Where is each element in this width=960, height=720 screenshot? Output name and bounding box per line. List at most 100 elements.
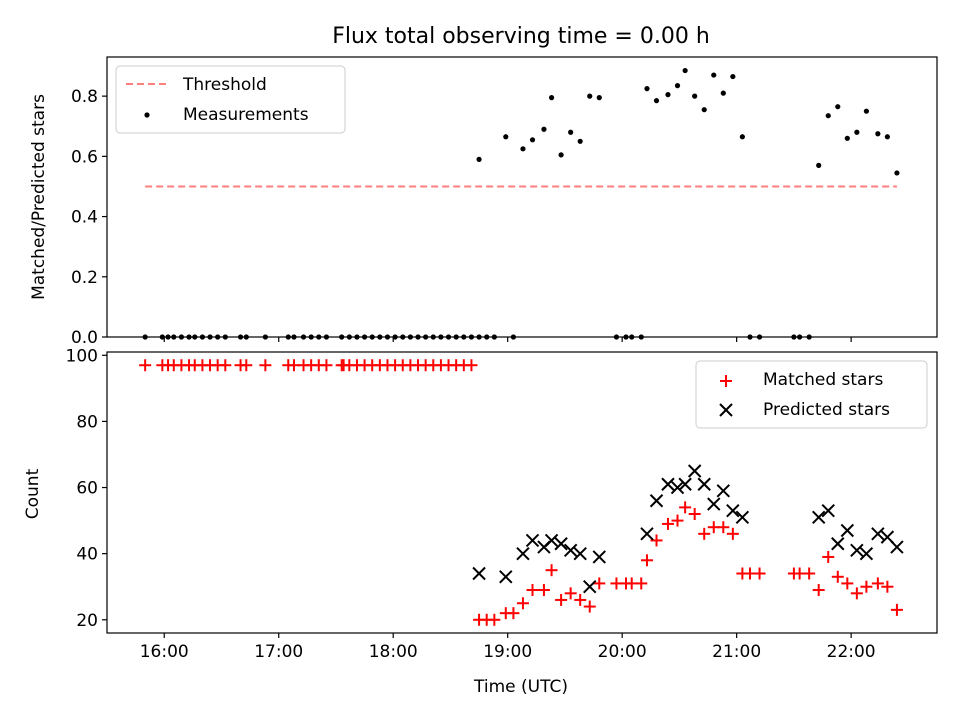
predicted-star-marker [707,497,721,511]
legend-measurements-swatch [144,112,150,118]
matched-star-marker [890,603,903,616]
predicted-star-marker [670,480,685,495]
bottom-y-tick-label: 60 [76,479,98,499]
top-y-tick-label: 0.4 [71,208,98,228]
predicted-star-marker [516,546,530,561]
measurement-point [541,126,547,132]
predicted-star-marker [726,503,740,518]
matched-star-marker [574,593,587,606]
matched-star-marker [679,501,692,514]
matched-star-marker [698,527,711,540]
predicted-star-marker [472,566,486,581]
matched-star-marker [717,521,730,534]
matched-star-marker [537,584,550,597]
predicted-star-marker [544,533,559,548]
x-tick-label: 16:00 [140,642,189,662]
measurement-point [548,95,555,101]
predicted-star-marker [716,484,731,498]
predicted-star-marker [687,464,702,478]
measurement-point [476,156,482,162]
measurement-point [529,137,536,143]
bottom-y-axis-label: Count [23,468,43,519]
top-y-tick-label: 0.6 [71,147,98,167]
measurement-point [674,83,681,89]
predicted-star-marker [554,537,568,551]
legend-threshold-label: Threshold [182,75,267,95]
x-tick-label: 17:00 [254,642,303,662]
measurement-point [644,86,650,92]
matched-star-marker [320,359,333,372]
predicted-star-marker [840,523,855,538]
matched-star-marker [812,584,825,597]
matched-star-marker [841,577,854,590]
matched-star-marker [259,359,272,372]
measurement-point [692,93,698,99]
matched-star-marker [803,567,816,580]
matched-star-marker [871,577,884,590]
matched-star-marker [219,359,232,372]
x-tick-label: 20:00 [598,642,647,662]
matched-star-marker [583,600,596,613]
measurement-point [665,92,671,98]
bottom-y-tick-label: 20 [76,611,98,631]
predicted-star-marker [859,546,874,561]
predicted-star-marker [890,540,904,554]
predicted-star-marker [871,527,885,541]
measurement-point [701,107,707,113]
measurement-point [568,129,574,135]
bottom-legend: Matched stars Predicted stars [695,360,928,429]
measurement-point [520,146,526,152]
predicted-star-marker [735,510,750,525]
measurement-point [577,138,583,144]
predicted-star-marker [821,503,835,518]
measurement-point [884,134,890,140]
matched-star-marker [564,587,577,600]
matched-star-marker [635,577,648,590]
top-y-tick-label: 0.2 [71,268,98,288]
matched-star-marker [650,534,663,547]
measurement-point [720,90,726,96]
measurement-point [587,93,593,99]
measurement-point [894,170,900,176]
matched-star-marker [240,359,253,372]
bottom-y-tick-label: 80 [76,412,98,432]
predicted-star-marker [640,527,654,541]
measurement-point [682,67,688,74]
measurement-point [653,98,660,104]
predicted-star-marker [592,550,606,564]
top-legend: Threshold Measurements [115,65,346,134]
predicted-star-marker [831,537,845,551]
predicted-star-marker [649,494,664,508]
matched-star-marker [507,607,520,620]
matched-star-marker [139,359,152,372]
top-axes-frame [106,56,938,338]
top-y-tick-label: 0.0 [71,328,98,348]
bottom-y-tick-label: 100 [66,346,98,366]
matched-star-marker [640,554,653,567]
matched-star-marker [850,587,863,600]
x-tick-label: 21:00 [712,642,761,662]
matched-star-marker [488,613,501,626]
matched-star-marker [593,577,606,590]
measurement-point [711,72,717,78]
matched-star-marker [726,527,739,540]
matched-star-marker [753,567,766,580]
matched-star-marker [465,359,478,372]
top-y-axis-label: Matched/Predicted stars [29,94,49,300]
measurement-point [739,134,745,140]
measurement-point [825,113,831,119]
top-y-tick-label: 0.8 [71,87,98,107]
x-axis-label: Time (UTC) [473,677,568,697]
matched-star-marker [688,507,701,520]
matched-star-marker [860,580,873,593]
predicted-star-marker [678,477,692,491]
legend-predicted-swatch [719,403,733,417]
matched-star-marker [555,593,568,606]
legend-predicted-label: Predicted stars [763,400,890,420]
predicted-star-marker [697,477,711,491]
matched-star-marker [661,517,674,530]
predicted-star-marker [811,510,826,525]
x-tick-label: 18:00 [369,642,418,662]
measurement-point [835,104,841,110]
